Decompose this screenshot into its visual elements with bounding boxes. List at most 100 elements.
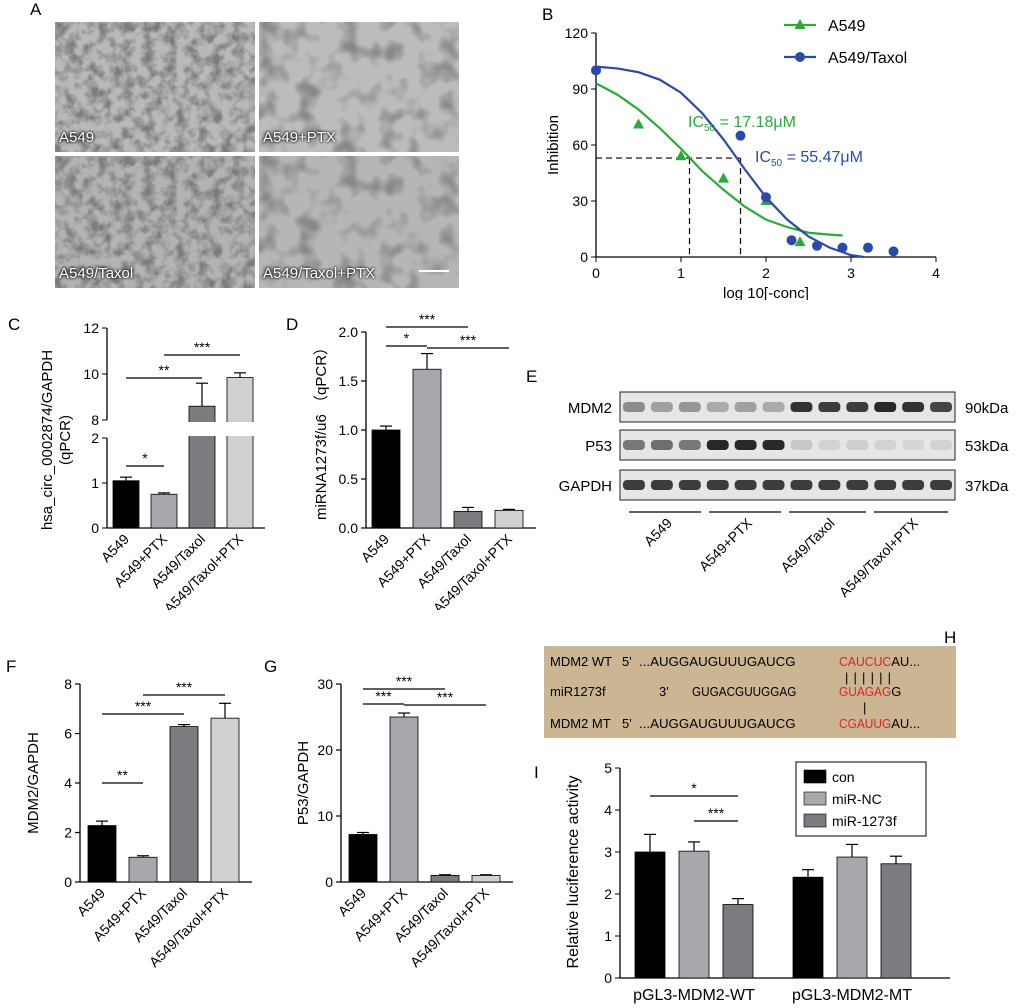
- significance-label: ***: [176, 679, 193, 695]
- significance-label: *: [404, 330, 410, 346]
- legend-label: con: [832, 769, 855, 785]
- bar: [430, 874, 460, 883]
- y-tick-label: 8: [64, 676, 72, 692]
- y-axis-label: Relative luciference activity: [565, 776, 582, 969]
- micrograph-label: A549/Taxol: [59, 265, 134, 282]
- x-tick-label: 1: [677, 265, 685, 281]
- blot-band: [902, 402, 925, 412]
- sequence-box: [544, 646, 956, 738]
- y-tick-label: 2.0: [339, 324, 359, 340]
- y-axis-label: (qPCR): [57, 415, 74, 465]
- bar: [678, 850, 710, 979]
- sequence-highlight: CGAUUG: [839, 716, 891, 731]
- sequence-text: ...AUGGAUGUUUGAUCG: [639, 716, 796, 731]
- y-tick-label: 10: [317, 808, 333, 824]
- significance-label: ***: [437, 689, 454, 705]
- y-tick-label: 0.5: [339, 471, 359, 487]
- blot-group-label: A549/Taxol: [777, 515, 837, 575]
- blot-band: [762, 480, 785, 490]
- legend-swatch: [803, 769, 827, 784]
- blot-band: [930, 440, 952, 450]
- blot-band: [846, 402, 869, 412]
- significance-label: ***: [708, 805, 725, 821]
- blot-band: [874, 480, 897, 490]
- panel-label: B: [542, 5, 553, 24]
- x-axis-label: log 10[-conc]: [723, 285, 809, 300]
- y-tick-label: 30: [572, 193, 588, 209]
- y-tick-label: 2: [604, 886, 612, 902]
- y-tick-label: 6: [64, 726, 72, 742]
- blot-protein-label: MDM2: [568, 400, 612, 417]
- y-axis-label: P53/GAPDH: [295, 741, 312, 825]
- blot-band: [790, 440, 813, 450]
- legend-label: A549: [828, 18, 865, 35]
- micrograph-a549-ptx: A549+PTX: [259, 22, 459, 152]
- blot-band: [623, 480, 645, 490]
- blot-band: [930, 402, 952, 412]
- category-label: A549: [358, 531, 393, 566]
- micrograph-label: A549+PTX: [263, 129, 336, 146]
- blot-protein-label: GAPDH: [559, 478, 612, 495]
- legend-marker: [794, 19, 806, 29]
- blot-band: [678, 480, 701, 490]
- blot-group-label: A549+PTX: [696, 514, 756, 574]
- blot-band: [818, 480, 841, 490]
- sequence-tail: AU...: [891, 716, 920, 731]
- legend-swatch: [803, 813, 827, 828]
- x-tick-label: 2: [762, 265, 770, 281]
- x-tick-label: 4: [932, 265, 940, 281]
- blot-band: [706, 480, 729, 490]
- bar: [371, 429, 401, 529]
- bar: [389, 716, 419, 883]
- category-label: A549: [335, 885, 370, 920]
- bar: [412, 368, 442, 529]
- fit-curve: [595, 82, 843, 237]
- sequence-row-label: miR1273f: [550, 684, 606, 699]
- panel-f-chart: F02468A549A549+PTXA549/TaxolA549/Taxol+P…: [6, 657, 252, 970]
- blot-band: [678, 402, 701, 412]
- y-tick-label: 60: [572, 137, 588, 153]
- micrograph-label: A549: [59, 129, 95, 146]
- blot-band: [734, 440, 757, 450]
- sequence-prime: 5': [622, 654, 632, 669]
- sequence-highlight: GUAGAG: [839, 684, 891, 699]
- panel-label: I: [534, 763, 539, 782]
- sequence-text: GUGACGUUGGAG: [692, 684, 796, 699]
- bar: [453, 510, 483, 529]
- y-tick-label: 0: [91, 520, 99, 536]
- fit-curve: [595, 65, 864, 259]
- panel-label: C: [8, 315, 20, 334]
- blot-band: [623, 440, 645, 450]
- sequence-prime: 3': [659, 684, 669, 699]
- sequence-row-label: MDM2 MT: [550, 716, 611, 731]
- micrograph-a549-taxol: A549/Taxol: [55, 156, 255, 288]
- y-axis-label: miRNA1273f/u6 （qPCR）: [313, 340, 330, 520]
- bar: [226, 377, 254, 529]
- blot-group-label: A549/Taxol+PTX: [836, 514, 922, 600]
- blot-band: [650, 480, 673, 490]
- significance-label: **: [117, 767, 128, 783]
- y-tick-label: 0: [64, 874, 72, 890]
- significance-label: *: [142, 450, 148, 466]
- blot-band: [846, 440, 869, 450]
- data-point: [837, 242, 848, 253]
- panel-a-label: A: [30, 0, 42, 19]
- data-point: [735, 130, 746, 141]
- blot-strip: [619, 391, 956, 423]
- blot-band: [790, 480, 813, 490]
- blot-group-label: A549: [641, 515, 676, 550]
- bar: [128, 856, 158, 883]
- y-tick-label: 3: [604, 844, 612, 860]
- significance-label: ***: [460, 332, 477, 348]
- y-tick-label: 0: [325, 874, 333, 890]
- base-pair-marks: |: [863, 700, 866, 715]
- blot-band: [846, 480, 869, 490]
- blot-band: [734, 480, 757, 490]
- blot-band: [902, 440, 925, 450]
- blot-band: [734, 402, 757, 412]
- y-tick-label: 2: [64, 825, 72, 841]
- significance-label: ***: [396, 673, 413, 689]
- data-point: [675, 150, 687, 161]
- blot-band: [650, 440, 673, 450]
